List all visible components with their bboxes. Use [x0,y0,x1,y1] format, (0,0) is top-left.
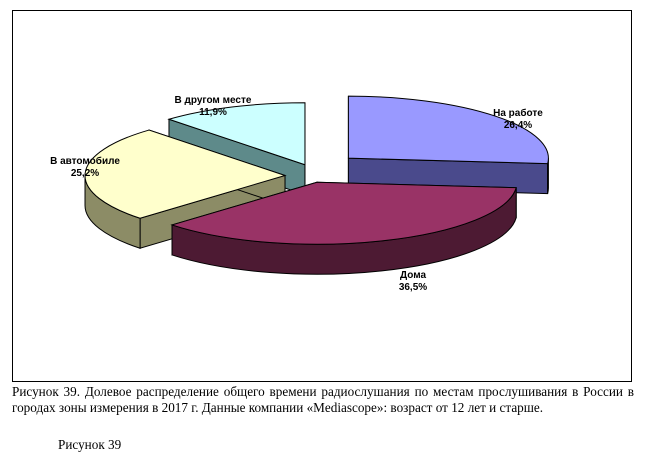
slice-label-home: Дома [400,270,426,281]
slice-value-home: 36,5% [399,282,427,293]
slice-label-at-work: На работе [493,107,543,119]
slice-at-work [347,95,549,195]
slice-label-elsewhere: В другом месте [175,95,252,106]
slice-value-elsewhere: 11,9% [199,107,227,118]
slice-label-in-car: В автомобиле [50,155,120,167]
figure-caption: Рисунок 39. Долевое распределение общего… [12,384,634,415]
slice-at-work-top [347,95,549,165]
slice-elsewhere-top [167,102,306,166]
chart-frame: На работе 26,4% Дома 36,5% В автомобиле 25,2%… [12,10,632,382]
slice-home [170,181,517,275]
slice-in-car-top [84,129,287,219]
next-caption-fragment: Рисунок 39 [58,437,122,452]
slice-home-top [170,181,517,245]
slice-value-in-car: 25,2% [71,168,99,179]
slice-value-at-work: 26,4% [504,120,532,131]
